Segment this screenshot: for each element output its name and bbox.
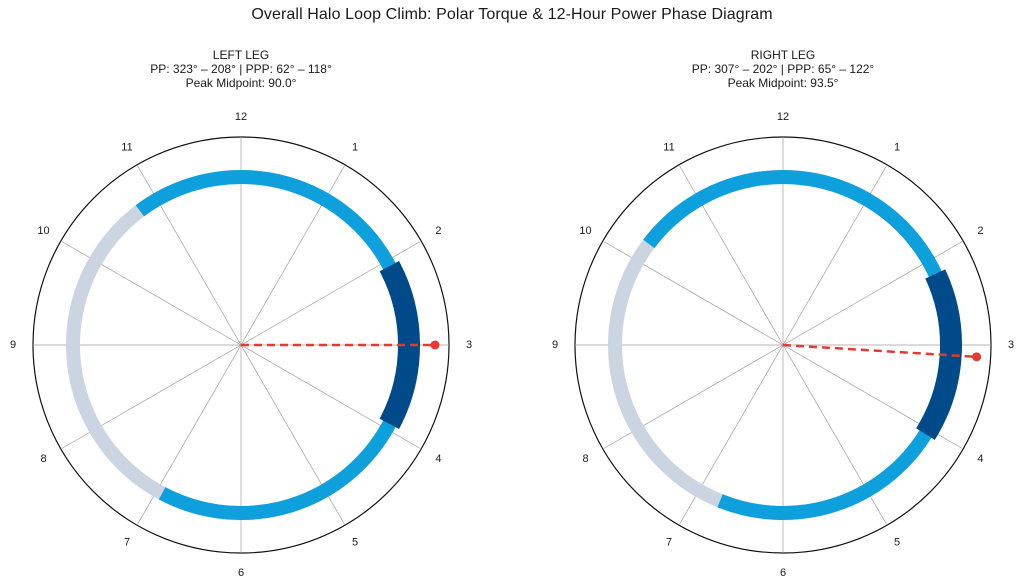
left-hour-label-4: 4 <box>435 453 441 465</box>
right-hour-label-8: 8 <box>582 453 588 465</box>
left-hour-label-7: 7 <box>124 536 130 548</box>
left-peak-midpoint-marker <box>430 340 440 350</box>
chart-title: Overall Halo Loop Climb: Polar Torque & … <box>251 6 773 23</box>
right-hour-label-6: 6 <box>780 567 786 579</box>
left-hour-label-2: 2 <box>435 225 441 237</box>
left-hour-label-9: 9 <box>10 339 16 351</box>
left-hour-label-12: 12 <box>235 111 247 123</box>
left-hour-label-6: 6 <box>238 567 244 579</box>
left-hour-label-8: 8 <box>40 453 46 465</box>
right-leg-panel: RIGHT LEG PP: 307° – 202° | PPP: 65° – 1… <box>542 0 1024 588</box>
right-hour-label-7: 7 <box>666 536 672 548</box>
right-hour-label-9: 9 <box>552 339 558 351</box>
left-hour-label-5: 5 <box>352 536 358 548</box>
left-leg-pp-text: PP: 323° – 208° | PPP: 62° – 118° <box>150 62 332 76</box>
left-leg-peak-text: Peak Midpoint: 90.0° <box>185 76 297 90</box>
left-hour-label-10: 10 <box>37 225 49 237</box>
left-leg-title-block: LEFT LEG PP: 323° – 208° | PPP: 62° – 11… <box>0 48 482 90</box>
right-hour-label-10: 10 <box>579 225 591 237</box>
right-hour-label-2: 2 <box>977 225 983 237</box>
left-leg-panel: LEFT LEG PP: 323° – 208° | PPP: 62° – 11… <box>0 0 482 588</box>
right-leg-title: RIGHT LEG <box>750 48 816 62</box>
right-leg-pp-text: PP: 307° – 202° | PPP: 65° – 122° <box>691 62 875 76</box>
left-peak-power-phase-arc <box>379 260 420 430</box>
right-hour-label-4: 4 <box>977 453 983 465</box>
right-peak-midpoint-marker <box>972 352 982 362</box>
right-hour-label-1: 1 <box>894 142 900 154</box>
left-leg-title: LEFT LEG <box>212 48 270 62</box>
right-hour-label-5: 5 <box>894 536 900 548</box>
right-peak-midpoint-line <box>782 343 977 359</box>
right-leg-title-block: RIGHT LEG PP: 307° – 202° | PPP: 65° – 1… <box>542 48 1024 90</box>
right-hour-label-11: 11 <box>663 142 674 154</box>
right-leg-peak-text: Peak Midpoint: 93.5° <box>727 76 839 90</box>
left-hour-label-3: 3 <box>466 339 472 351</box>
right-hour-label-3: 3 <box>1008 339 1014 351</box>
right-hour-label-12: 12 <box>777 111 789 123</box>
left-hour-label-11: 11 <box>121 142 132 154</box>
left-hour-label-1: 1 <box>352 142 358 154</box>
right-peak-power-phase-arc <box>916 269 962 440</box>
